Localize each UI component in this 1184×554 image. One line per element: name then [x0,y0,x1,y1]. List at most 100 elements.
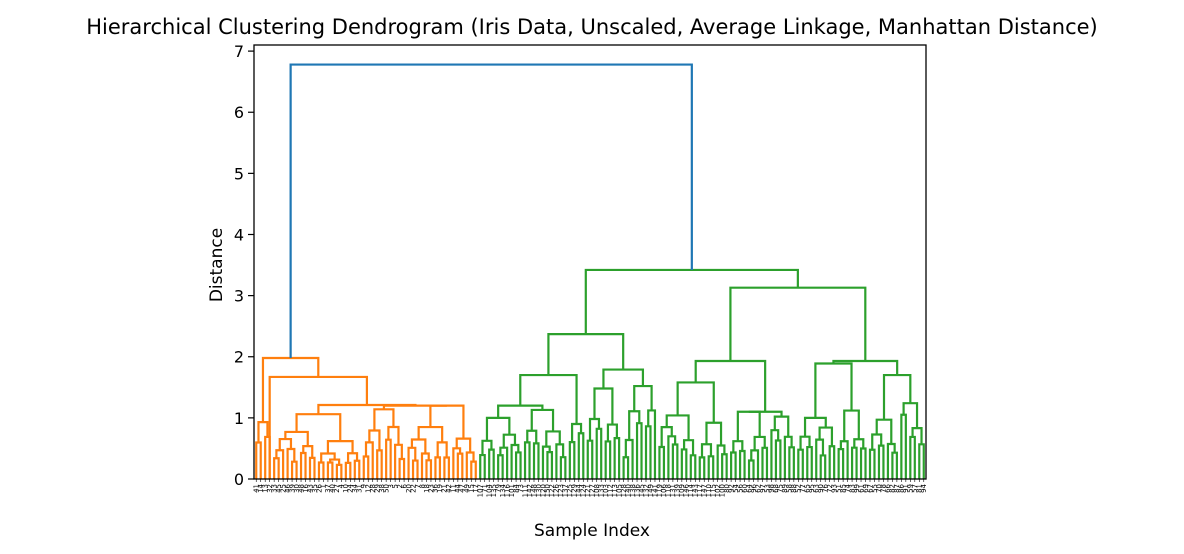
leaf-label: 148 [530,484,538,497]
leaf-label: 146 [683,483,691,497]
leaf-label: 118 [665,484,673,497]
leaf-label: 70 [875,484,883,493]
leaf-label: 31 [356,484,364,493]
leaf-label: 41 [253,484,261,493]
leaf-label: 150 [544,484,552,497]
dendrogram-link [586,439,594,479]
chart-title: Hierarchical Clustering Dendrogram (Iris… [86,15,1098,39]
leaf-label: 34 [351,483,359,492]
leaf-label: 85 [839,484,847,493]
leaf-label: 8 [418,484,426,488]
leaf-label: 38 [378,484,386,493]
leaf-label: 76 [822,483,830,492]
leaf-label: 98 [768,484,776,493]
leaf-label: 15 [468,484,476,493]
leaf-label: 54 [732,483,740,492]
leaf-label: 110 [705,484,713,497]
leaf-label: 93 [830,484,838,493]
leaf-label: 40 [329,484,337,493]
leaf-label: 61 [857,484,865,493]
dendrogram-link [682,439,695,456]
dendrogram-link [738,449,746,479]
dendrogram-link [289,63,693,358]
dendrogram-link [368,429,381,451]
dendrogram-link [783,435,793,479]
leaf-label: 88 [790,484,798,493]
leaf-label: 139 [674,484,682,497]
dendrogram-link [568,441,576,479]
leaf-label: 102 [714,484,722,497]
leaf-label: 80 [723,484,731,493]
leaf-label: 2 [396,484,404,488]
dendrogram-link [455,437,472,453]
dendrogram-link [410,438,427,454]
leaf-label: 143 [692,484,700,497]
dendrogram-link [376,449,383,479]
dendrogram-link [797,448,804,479]
dendrogram-link [452,447,462,479]
dendrogram-link [545,430,561,447]
leaf-label: 97 [759,484,767,493]
dendrogram-link [698,456,706,479]
dendrogram-link [918,443,925,479]
dendrogram-link [559,456,567,479]
leaf-label: 149 [647,484,655,497]
leaf-label: 23 [427,484,435,493]
leaf-label: 36 [432,483,440,492]
leaf-label: 96 [750,483,758,492]
leaf-label: 50 [382,484,390,493]
dendrogram-link [317,403,417,415]
dendrogram-link [882,373,912,420]
dendrogram-link [633,384,653,412]
dendrogram-link [595,427,603,479]
leaf-label: 140 [624,484,632,497]
dendrogram-link [839,440,849,479]
leaf-label: 65 [804,484,812,493]
y-tick-label: 1 [234,409,244,428]
leaf-label: 126 [553,483,561,497]
leaf-label: 25 [279,484,287,493]
dendrogram-link [353,459,361,479]
leaf-label: 46 [284,483,292,492]
y-tick-label: 0 [234,470,244,489]
dendrogram-link [705,421,723,446]
leaf-label: 10 [342,484,350,493]
leaf-label: 44 [454,483,462,492]
dendrogram-link [290,460,298,479]
leaf-label: 71 [481,484,489,493]
dendrogram-link [658,445,666,479]
dendrogram-link [364,441,374,479]
leaf-label: 14 [257,483,265,492]
dendrogram-link [604,440,612,479]
leaf-label: 77 [799,484,807,493]
dendrogram-link [425,459,433,479]
leaf-label: 119 [656,484,664,497]
dendrogram-link [622,456,630,479]
leaf-label: 105 [615,484,623,497]
dendrogram-link [530,408,555,432]
dendrogram-link [465,451,475,479]
dendrogram-link [394,443,403,479]
leaf-label: 129 [571,484,579,497]
leaf-label: 87 [893,484,901,493]
dendrogram-link [570,422,583,443]
dendrogram-link [429,404,465,439]
dendrogram-link [871,433,883,450]
leaf-label: 92 [727,484,735,493]
leaf-label: 48 [297,484,305,493]
dendrogram-link [299,451,307,479]
leaf-label: 13 [262,484,270,493]
leaf-label: 5 [391,484,399,488]
leaf-label: 81 [916,484,924,493]
dendrogram-link [261,356,320,423]
leaf-label: 109 [678,484,686,497]
dendrogram-link [819,454,827,479]
dendrogram-link [843,409,860,442]
leaf-label: 19 [436,484,444,493]
leaf-label: 58 [786,484,794,493]
dendrogram-link [275,449,285,479]
leaf-label: 24 [347,483,355,492]
leaf-label: 69 [862,484,870,493]
dendrogram-link [479,453,486,479]
leaf-label: 130 [535,484,543,497]
